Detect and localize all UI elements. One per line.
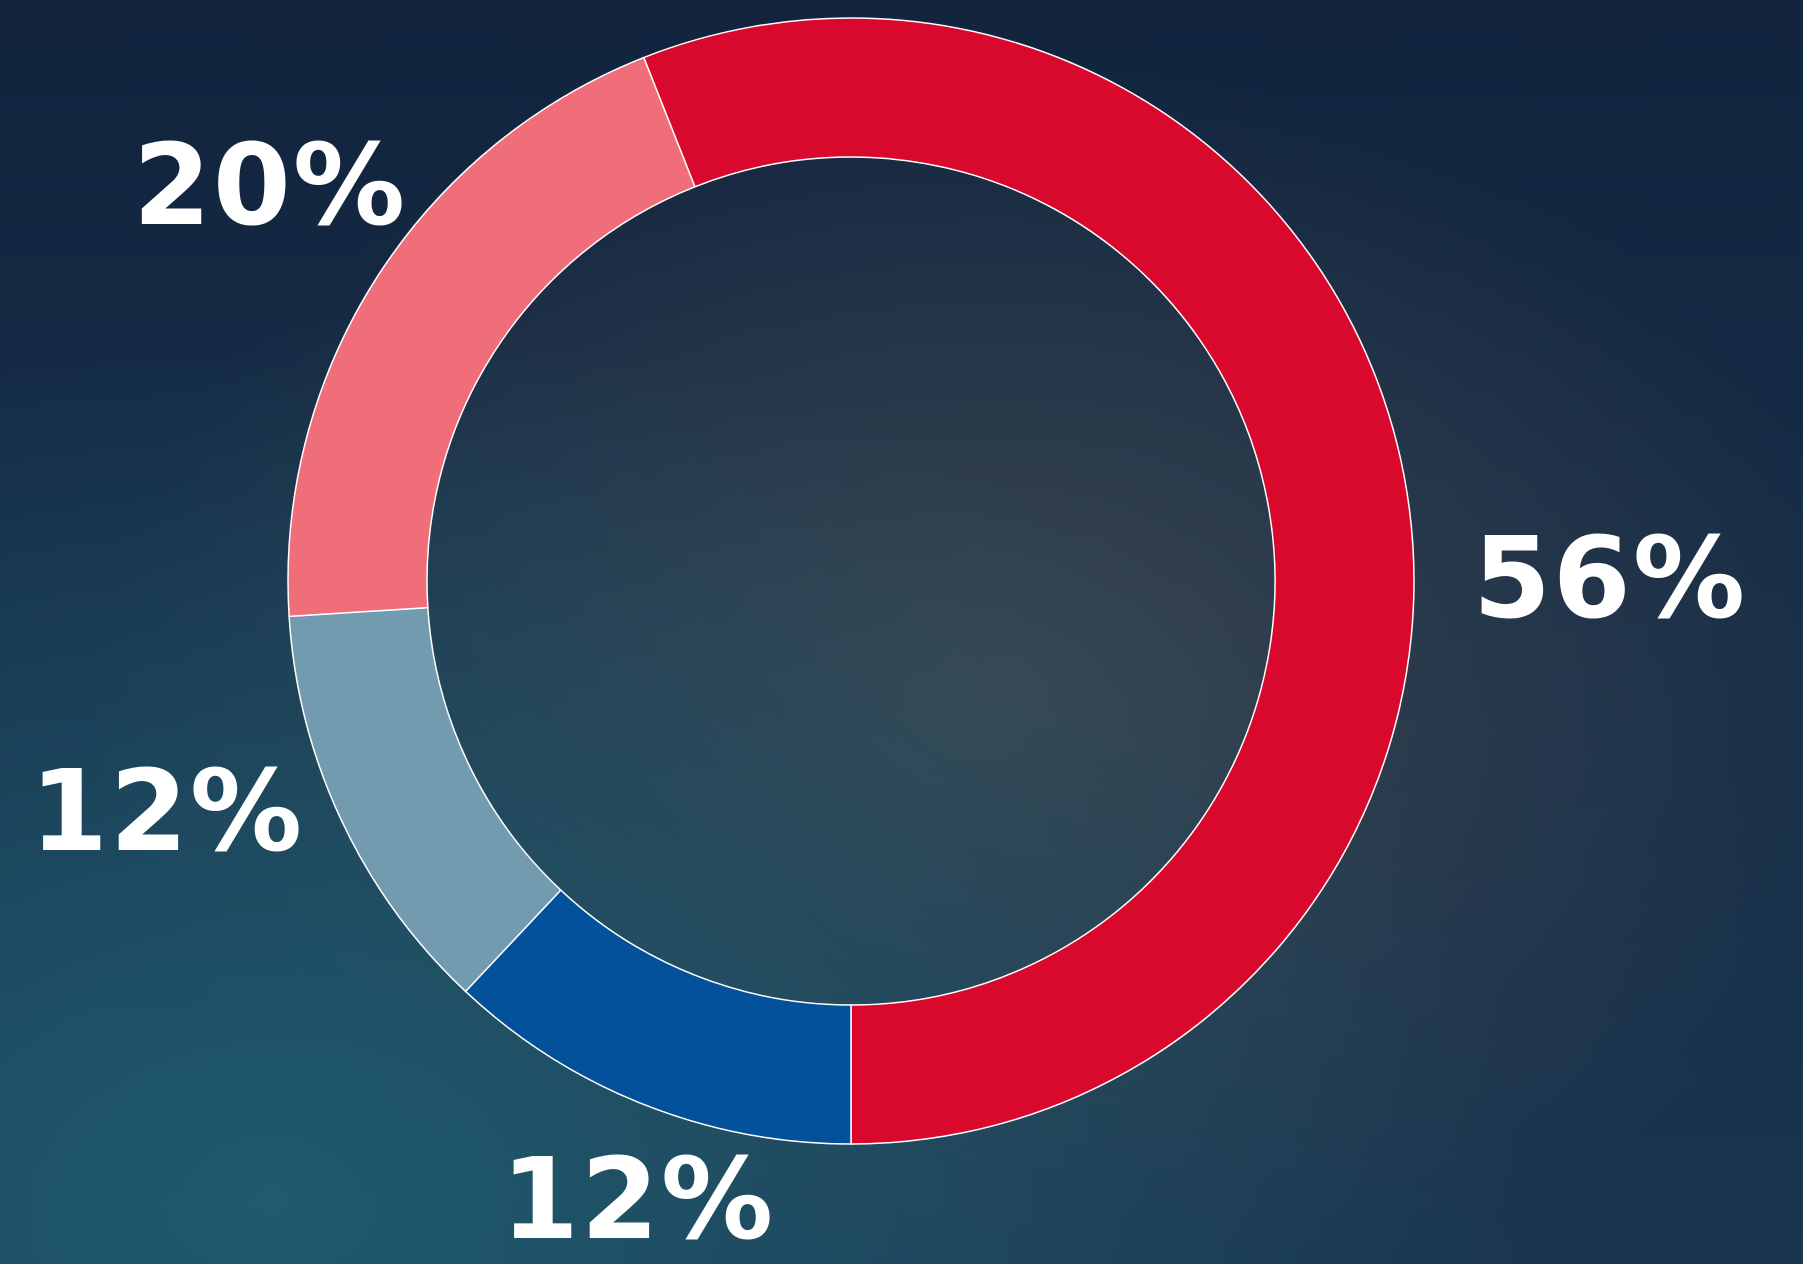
value-label: 20% — [133, 121, 407, 251]
value-label: 12% — [501, 1135, 775, 1264]
donut-slice — [642, 17, 1415, 1145]
value-label: 56% — [1473, 514, 1747, 644]
value-label: 12% — [30, 747, 304, 877]
donut-slice — [287, 56, 696, 618]
